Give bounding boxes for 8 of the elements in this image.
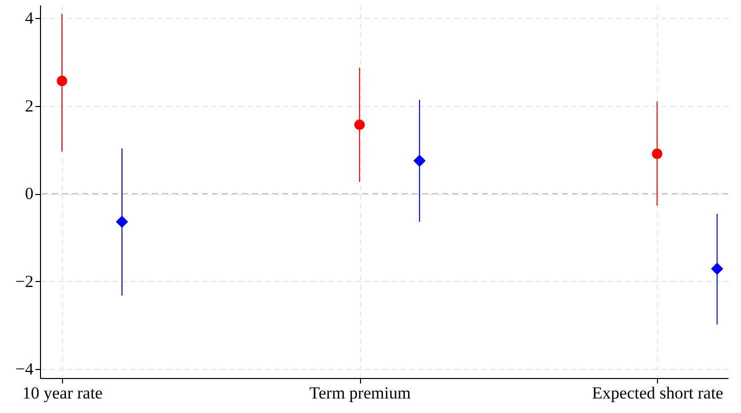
y-tick-label: 2 bbox=[25, 96, 34, 116]
y-tick-label: 4 bbox=[25, 8, 34, 28]
x-tick-label: Term premium bbox=[309, 384, 411, 402]
x-tick-label: Expected short rate bbox=[592, 384, 724, 402]
y-tick-label: −2 bbox=[15, 272, 34, 291]
y-tick-label: 0 bbox=[25, 184, 34, 204]
y-tick-label: −4 bbox=[15, 360, 34, 379]
x-tick-label: 10 year rate bbox=[22, 384, 103, 402]
